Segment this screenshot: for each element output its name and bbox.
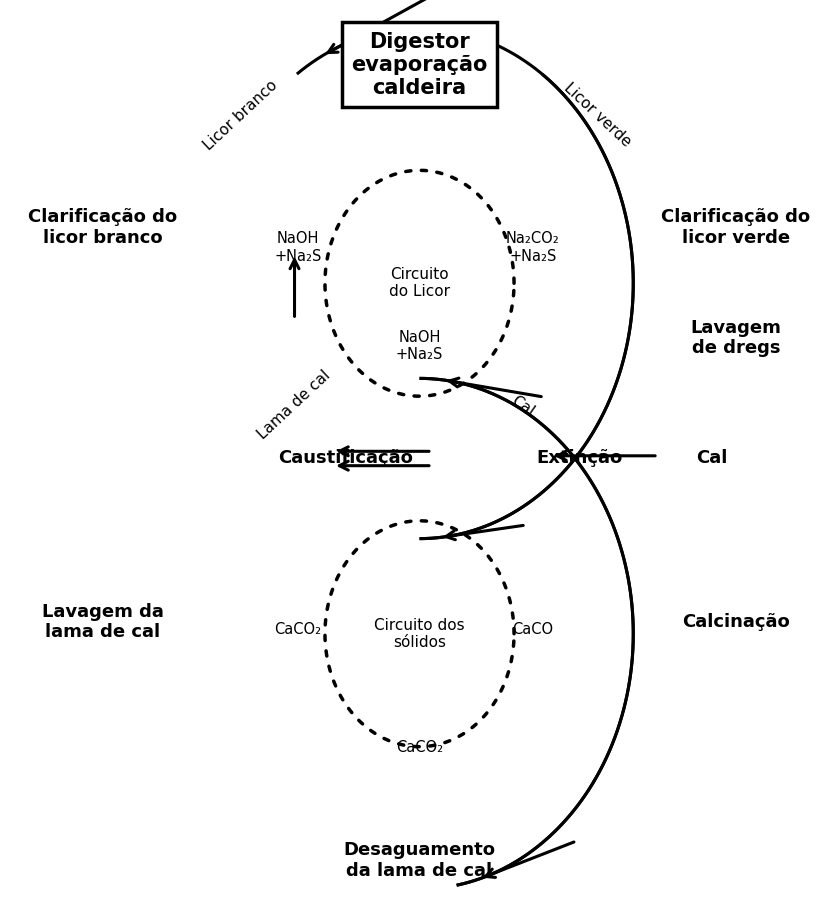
Text: Caustificação: Caustificação xyxy=(278,449,413,468)
Text: Cal: Cal xyxy=(696,449,727,468)
Text: Extinção: Extinção xyxy=(537,449,623,468)
Text: Lavagem
de dregs: Lavagem de dregs xyxy=(690,319,781,358)
Text: Circuito
do Licor: Circuito do Licor xyxy=(389,267,450,300)
Text: CaCO: CaCO xyxy=(513,622,554,636)
Text: NaOH
+Na₂S: NaOH +Na₂S xyxy=(274,231,321,263)
Text: Cal: Cal xyxy=(508,393,536,419)
Text: Clarificação do
licor verde: Clarificação do licor verde xyxy=(661,208,810,247)
Text: Digestor
evaporação
caldeira: Digestor evaporação caldeira xyxy=(352,32,487,98)
Text: CaCO₂: CaCO₂ xyxy=(396,740,443,756)
Text: Na₂CO₂
+Na₂S: Na₂CO₂ +Na₂S xyxy=(506,231,560,263)
Text: NaOH
+Na₂S: NaOH +Na₂S xyxy=(396,330,443,362)
Text: Circuito dos
sólidos: Circuito dos sólidos xyxy=(374,617,465,650)
Text: Clarificação do
licor branco: Clarificação do licor branco xyxy=(29,208,178,247)
Text: Lavagem da
lama de cal: Lavagem da lama de cal xyxy=(42,602,164,642)
Text: Lama de cal: Lama de cal xyxy=(255,368,334,442)
Text: Licor verde: Licor verde xyxy=(561,81,634,150)
Text: CaCO₂: CaCO₂ xyxy=(274,622,321,636)
Text: Licor branco: Licor branco xyxy=(201,77,281,153)
Text: Desaguamento
da lama de cal: Desaguamento da lama de cal xyxy=(343,841,496,879)
Text: Calcinação: Calcinação xyxy=(682,613,790,631)
